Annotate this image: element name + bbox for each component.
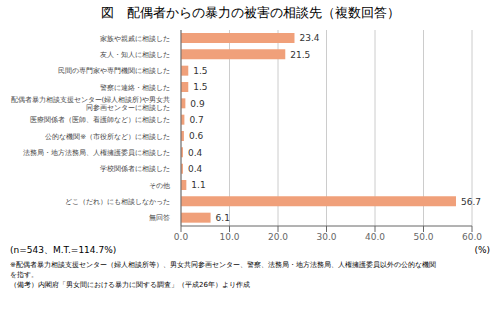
svg-text:友人・知人に相談した: 友人・知人に相談した [100,51,170,59]
svg-text:1.5: 1.5 [193,66,207,76]
svg-text:0.6: 0.6 [189,131,204,141]
svg-text:学校関係者に相談した: 学校関係者に相談した [100,165,170,173]
html-text:(n=543、M.T.=114.7%): (n=543、M.T.=114.7%) [10,245,117,255]
svg-text:家族や親戚に相談した: 家族や親戚に相談した [100,35,170,43]
svg-text:0.9: 0.9 [190,99,205,109]
svg-text:法務局・地方法務局、人権擁護委員に相談した: 法務局・地方法務局、人権擁護委員に相談した [23,149,170,157]
svg-text:0.7: 0.7 [189,115,203,125]
svg-text:56.7: 56.7 [461,197,481,207]
svg-text:公的な機関※（市役所など）に相談した: 公的な機関※（市役所など）に相談した [45,133,170,141]
svg-text:30.0: 30.0 [316,232,336,242]
svg-text:警察に連絡・相談した: 警察に連絡・相談した [100,84,170,92]
svg-text:1.5: 1.5 [193,82,207,92]
svg-text:民間の専門家や専門機関に相談した: 民間の専門家や専門機関に相談した [58,67,170,75]
svg-text:60.0: 60.0 [462,232,482,242]
svg-text:40.0: 40.0 [365,232,385,242]
svg-text:0.4: 0.4 [188,164,203,174]
html-text:※配偶者暴力相談支援センター（婦人相談所等）、男女共同参画セ: ※配偶者暴力相談支援センター（婦人相談所等）、男女共同参画センター、警察、法務局… [10,261,436,269]
svg-text:どこ（だれ）にも相談しなかった: どこ（だれ）にも相談しなかった [65,198,170,206]
html-text:図 配偶者からの暴力の被害の相談先（複数回答）: 図 配偶者からの暴力の被害の相談先（複数回答） [100,5,400,20]
svg-text:50.0: 50.0 [413,232,433,242]
svg-text:21.5: 21.5 [290,50,310,60]
svg-text:無回答: 無回答 [149,214,170,222]
svg-text:医療関係者（医師、看護師など）に相談した: 医療関係者（医師、看護師など）に相談した [30,116,170,124]
html-text:を指す。: を指す。 [10,271,38,279]
svg-text:23.4: 23.4 [299,33,319,43]
svg-text:10.0: 10.0 [219,232,239,242]
svg-text:20.0: 20.0 [268,232,288,242]
svg-text:0.4: 0.4 [188,148,203,158]
svg-text:6.1: 6.1 [216,213,230,223]
svg-text:0.0: 0.0 [174,232,189,242]
svg-text:1.1: 1.1 [191,180,205,190]
svg-text:配偶者暴力相談支援センター(婦人相談所)や男女共同参画センタ: 配偶者暴力相談支援センター(婦人相談所)や男女共同参画センターに相談した [11,96,170,112]
html-text:（備考）内閣府「男女間における暴力に関する調査」（平成26年: （備考）内閣府「男女間における暴力に関する調査」（平成26年）より作成 [10,281,250,289]
svg-text:その他: その他 [149,182,170,190]
